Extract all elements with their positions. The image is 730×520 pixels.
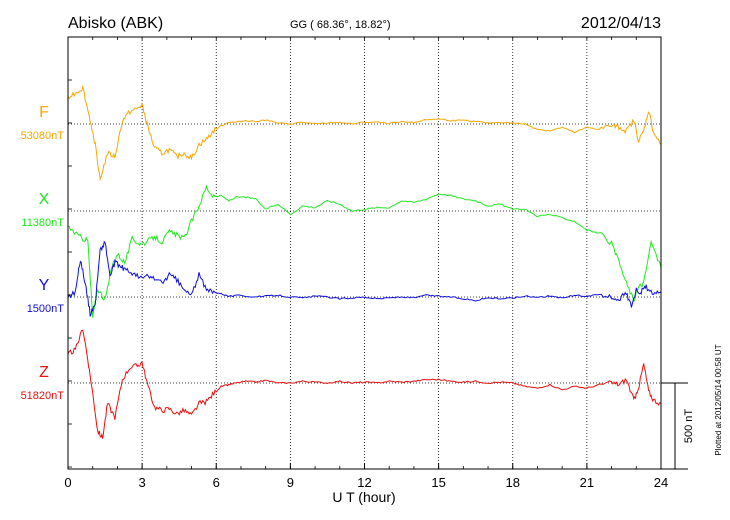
series-name-y: Y	[39, 277, 50, 294]
series-name-z: Z	[39, 364, 49, 381]
scale-bar-label: 500 nT	[683, 409, 695, 444]
x-tick-label: 0	[64, 475, 71, 490]
station-coordinates: GG ( 68.36°, 18.82°)	[290, 19, 391, 31]
x-tick-label: 15	[431, 475, 445, 490]
traces	[67, 84, 662, 439]
scale-bar: 500 nT	[661, 382, 695, 470]
trace-z	[67, 329, 662, 439]
series-baseline-y: 1500nT	[27, 303, 65, 315]
trace-y	[67, 240, 662, 317]
plotted-at-note: Plotted at 2012/05/14 00:58 UT	[714, 344, 723, 455]
x-tick-label: 6	[213, 475, 220, 490]
series-labels: F 53080nT X 11380nT Y 1500nT Z 51820nT	[21, 104, 65, 402]
x-axis-ticks: 0 3 6 9 12 15 18 21 24	[64, 37, 668, 490]
series-baseline-z: 51820nT	[21, 390, 65, 402]
x-tick-label: 18	[506, 475, 520, 490]
x-tick-label: 3	[139, 475, 146, 490]
series-name-x: X	[39, 191, 50, 208]
trace-f	[67, 84, 662, 182]
series-name-f: F	[39, 104, 49, 121]
series-baseline-f: 53080nT	[21, 130, 65, 142]
trace-x	[68, 184, 662, 318]
x-axis-label: U T (hour)	[332, 489, 395, 505]
series-baseline-x: 11380nT	[21, 217, 64, 229]
plot-date: 2012/04/13	[581, 15, 661, 32]
x-tick-label: 24	[654, 475, 668, 490]
gridlines	[68, 37, 661, 469]
x-tick-label: 9	[287, 475, 294, 490]
x-tick-label: 12	[357, 475, 371, 490]
station-title: Abisko (ABK)	[68, 15, 163, 32]
x-tick-label: 21	[580, 475, 594, 490]
